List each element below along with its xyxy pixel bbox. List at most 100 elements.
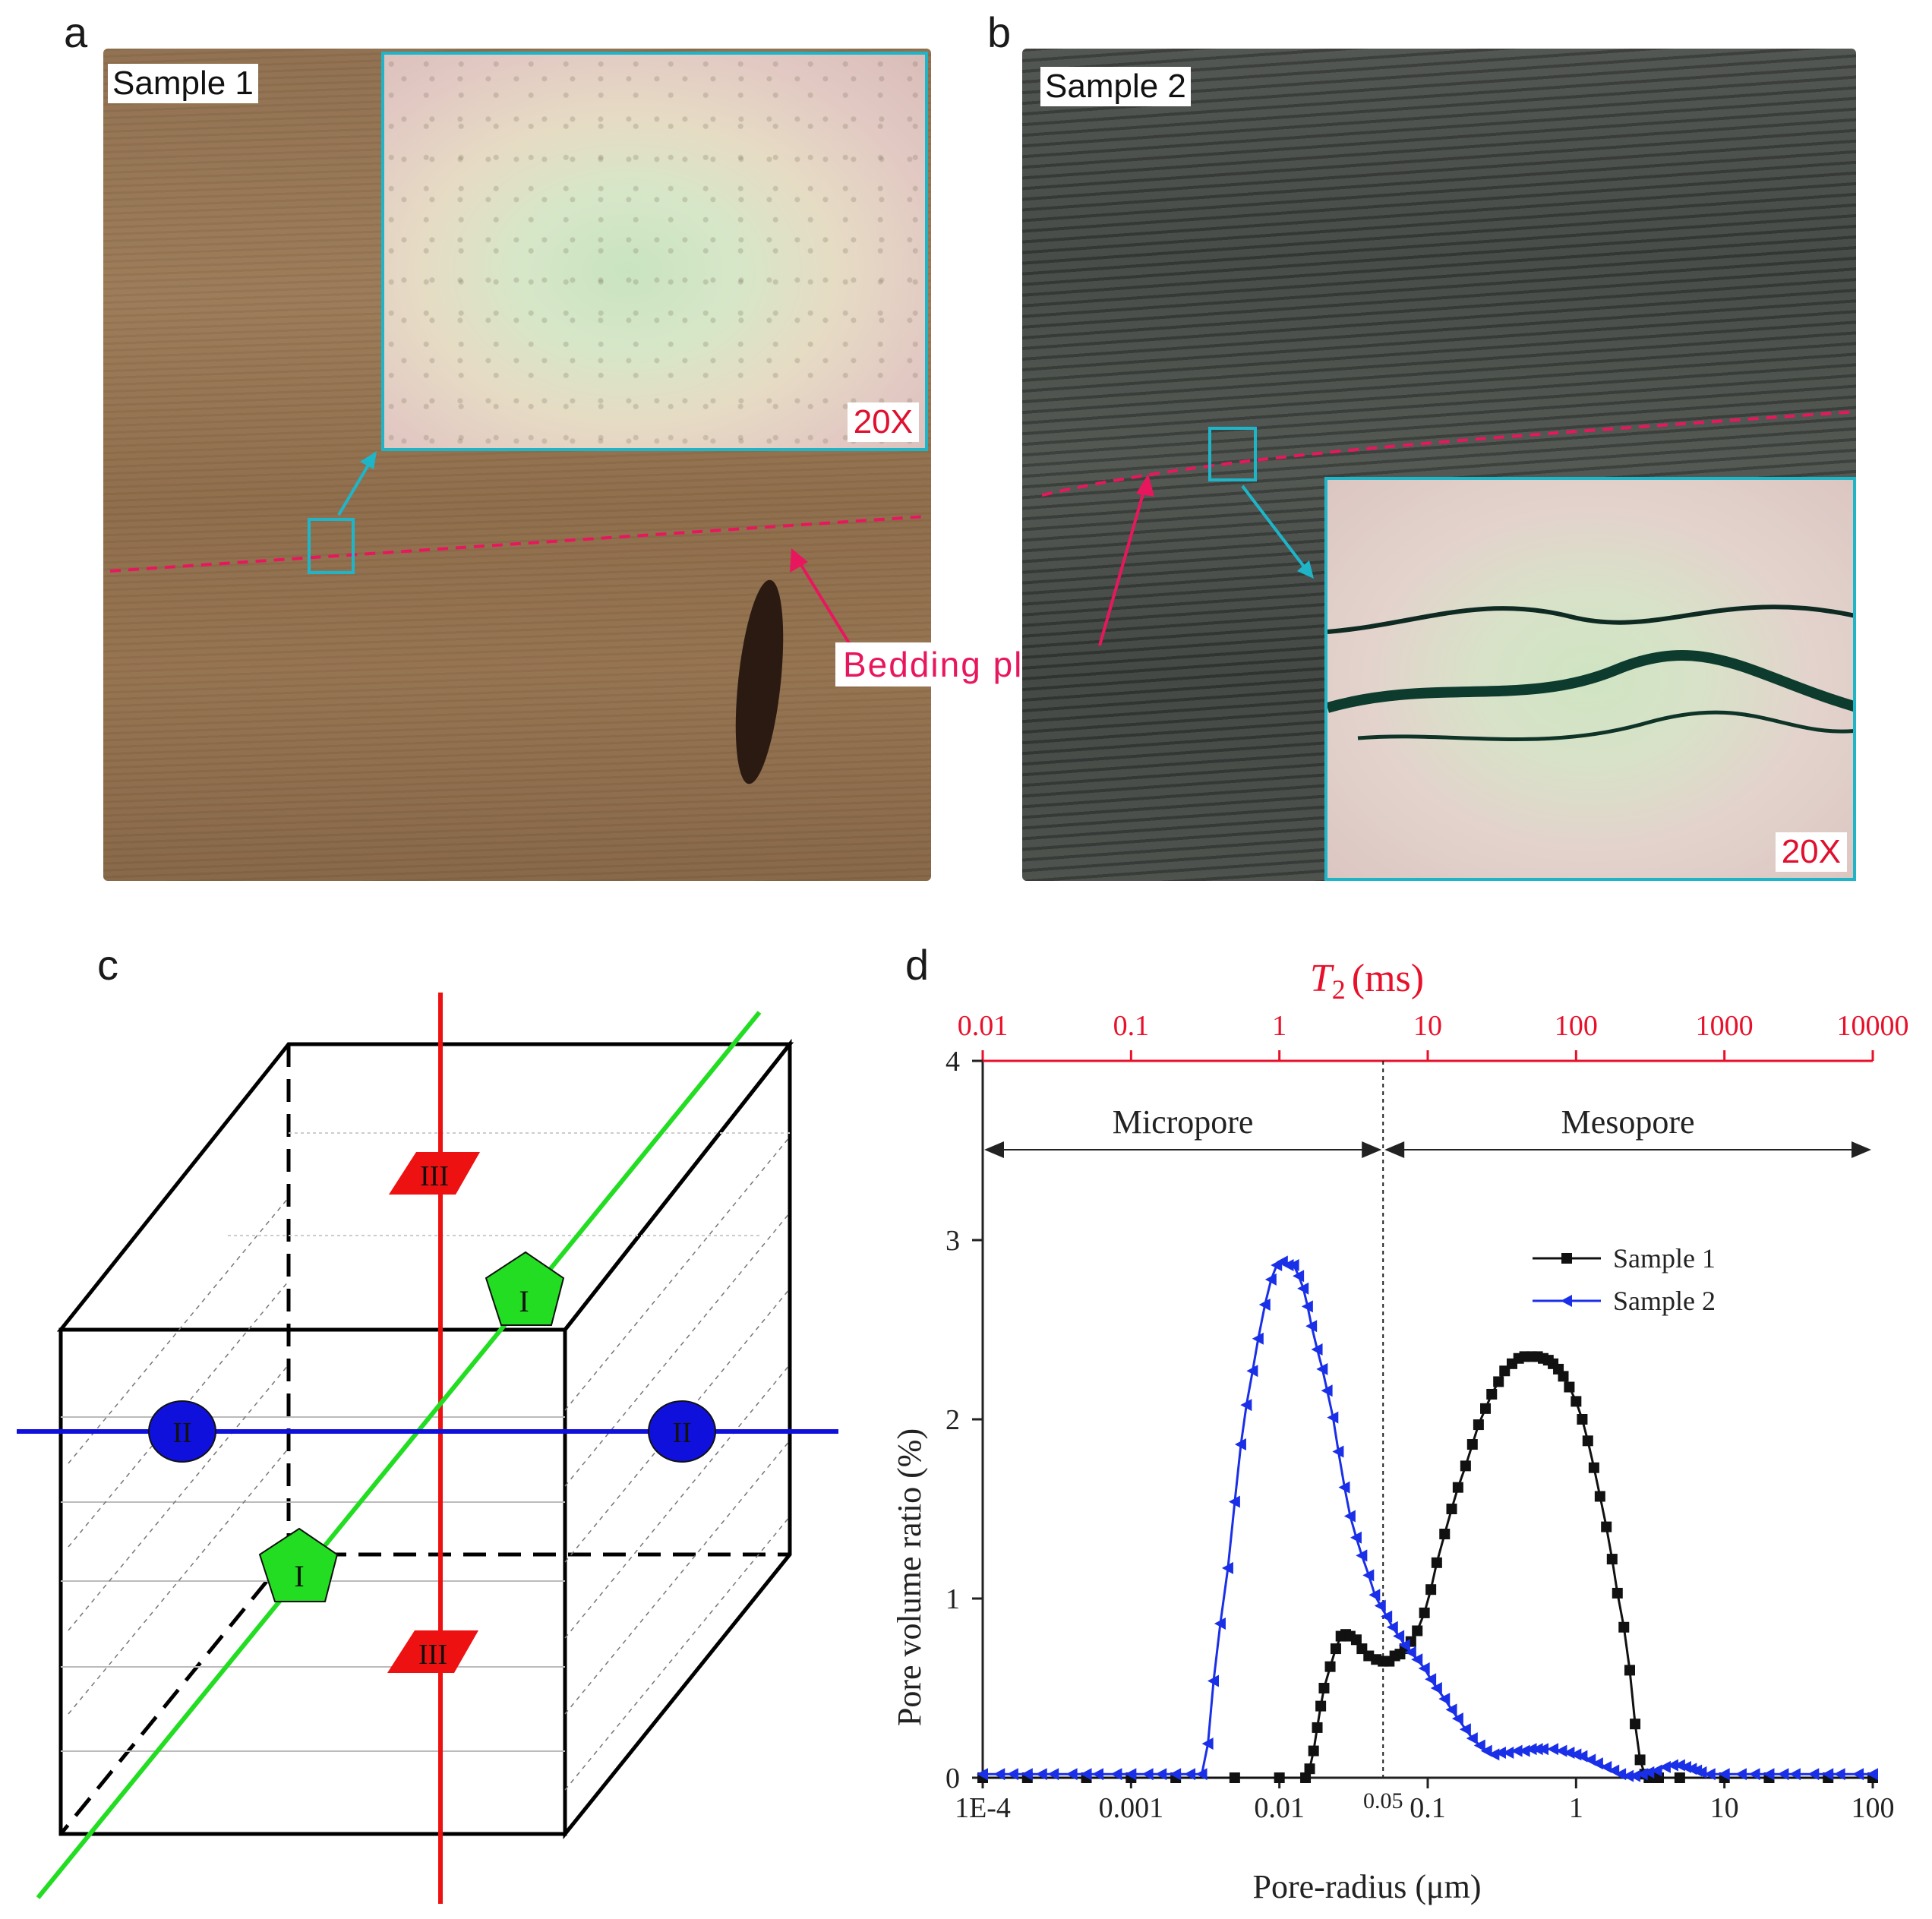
sample-2-point bbox=[1338, 1481, 1350, 1494]
sample-1-point bbox=[1324, 1661, 1336, 1672]
sample-2-point bbox=[1502, 1746, 1514, 1759]
plane-III-label-top: III bbox=[420, 1160, 449, 1192]
sample-2-point bbox=[1748, 1768, 1760, 1781]
sample-2-point bbox=[1430, 1682, 1442, 1694]
sample-1-point bbox=[1431, 1557, 1442, 1568]
legend-label-sample-1: Sample 1 bbox=[1613, 1243, 1716, 1274]
sample-2-point bbox=[1494, 1746, 1506, 1759]
plane-II-marker-left bbox=[148, 1400, 216, 1463]
x-tick-label: 0.001 bbox=[1099, 1792, 1164, 1824]
sample-2-point bbox=[1091, 1768, 1103, 1781]
top-axis-title: T2 (ms) bbox=[1310, 957, 1424, 1005]
mesopore-arrowhead-left bbox=[1384, 1141, 1405, 1158]
dark-inclusion bbox=[735, 579, 784, 784]
x-tick-label: 0.01 bbox=[1254, 1792, 1305, 1824]
sample-2-point bbox=[1404, 1646, 1416, 1659]
sample-2-point bbox=[1518, 1744, 1530, 1757]
panel-letter-a: a bbox=[64, 8, 88, 56]
sample-1-point bbox=[1674, 1772, 1685, 1783]
sample-2-point bbox=[1110, 1768, 1122, 1781]
sample-2-point bbox=[1576, 1750, 1588, 1763]
sample-2-point bbox=[1525, 1743, 1537, 1756]
sample-2-point bbox=[1195, 1768, 1208, 1781]
inset-pointer-arrow-b bbox=[1241, 484, 1308, 571]
axis-I-line bbox=[36, 1011, 762, 1899]
sample-2-point bbox=[1305, 1320, 1318, 1333]
legend-label-sample-2: Sample 2 bbox=[1613, 1286, 1716, 1316]
pore-size-chart: T2 (ms) Pore-radius (μm) Pore volume rati… bbox=[891, 957, 1909, 1905]
sample-1-point bbox=[1318, 1683, 1330, 1693]
sample-2-point bbox=[1547, 1743, 1559, 1756]
sample-2-point bbox=[1381, 1610, 1393, 1623]
mesopore-label: Mesopore bbox=[1561, 1103, 1695, 1141]
sample-2-point bbox=[1321, 1384, 1333, 1397]
y-tick-label: 0 bbox=[945, 1763, 960, 1794]
sample-2-point bbox=[1622, 1769, 1634, 1782]
hidden-edge-diagonal bbox=[59, 1553, 290, 1835]
sample-2-point bbox=[1297, 1282, 1309, 1295]
sample-2-point bbox=[1316, 1362, 1328, 1375]
sample-2-point bbox=[1047, 1768, 1059, 1781]
sample-2-point bbox=[1228, 1495, 1240, 1508]
sample-1-point bbox=[1439, 1529, 1451, 1540]
sample-2-point bbox=[1459, 1723, 1471, 1736]
lamination-lines-top bbox=[228, 1132, 790, 1236]
plane-III-marker-top bbox=[389, 1152, 480, 1195]
sample-1-point bbox=[1350, 1634, 1362, 1646]
sample-2-point bbox=[977, 1768, 988, 1781]
sample-1-point bbox=[1588, 1462, 1599, 1473]
panel-b-overlay bbox=[1041, 410, 1857, 646]
sample-2-point bbox=[1246, 1365, 1258, 1378]
y-tick-label: 3 bbox=[945, 1225, 960, 1257]
fracture-lines bbox=[1327, 604, 1853, 741]
sample-2-point bbox=[1629, 1769, 1641, 1782]
sample-2-point bbox=[1445, 1703, 1457, 1716]
micropore-arrowhead-left bbox=[984, 1141, 1004, 1158]
y-tick-label: 2 bbox=[945, 1404, 960, 1436]
sample-2-point bbox=[1536, 1743, 1548, 1756]
magnification-label: 20X bbox=[847, 402, 919, 442]
mesopore-arrowhead-right bbox=[1852, 1141, 1871, 1158]
sample-2-point bbox=[1788, 1768, 1801, 1781]
bedding-label-arrowhead-b bbox=[1136, 474, 1154, 497]
y-axis-title: Pore volume ratio (%) bbox=[891, 1428, 928, 1726]
sample-2-point bbox=[1240, 1399, 1252, 1412]
sample-1-point bbox=[1460, 1460, 1471, 1472]
sample-2-point bbox=[1214, 1618, 1226, 1630]
sample-1-point bbox=[1452, 1482, 1463, 1493]
panel-a-overlay bbox=[109, 451, 927, 784]
sample-2-point bbox=[1252, 1332, 1264, 1345]
sample-1-point bbox=[1624, 1665, 1635, 1676]
panel-letter-d: d bbox=[905, 941, 930, 989]
sample-2-point bbox=[1374, 1599, 1386, 1612]
x-tick-label: 100 bbox=[1852, 1792, 1895, 1824]
sample-2-point bbox=[1695, 1766, 1707, 1779]
sample-1-label: Sample 1 bbox=[108, 64, 258, 103]
inset-pointer-arrow bbox=[337, 457, 374, 516]
bedding-label-arrow-b bbox=[1098, 485, 1147, 646]
panel-letter-c: c bbox=[97, 941, 118, 989]
y-tick-label: 1 bbox=[945, 1583, 960, 1615]
sample-1-point bbox=[1300, 1772, 1312, 1783]
series-line-1 bbox=[983, 1355, 1873, 1779]
sample-2-point bbox=[1418, 1662, 1430, 1675]
sample-2-point bbox=[1386, 1621, 1398, 1633]
inset-pointer-arrowhead bbox=[360, 451, 377, 469]
sample-1-point bbox=[1446, 1504, 1457, 1514]
legend-marker-sample-1 bbox=[1561, 1253, 1572, 1264]
sample-2-point bbox=[1451, 1712, 1463, 1725]
sample-1-point bbox=[1601, 1521, 1612, 1532]
sample-2-point bbox=[1438, 1693, 1451, 1706]
sample-2-point bbox=[1555, 1744, 1567, 1757]
series-line-2 bbox=[983, 1260, 1873, 1778]
sample-2-point bbox=[1065, 1768, 1078, 1781]
sample-1-point bbox=[1558, 1371, 1569, 1382]
sample-2-point bbox=[1287, 1259, 1299, 1272]
inset-pointer-arrowhead-b bbox=[1297, 560, 1314, 579]
sample-2-point bbox=[1807, 1768, 1820, 1781]
sample-region-marker bbox=[308, 518, 355, 574]
top-tick-label: 1000 bbox=[1696, 1010, 1754, 1042]
sample-2-point bbox=[1301, 1300, 1313, 1313]
sample-2-point bbox=[993, 1768, 1005, 1781]
sample-2-point bbox=[1234, 1438, 1246, 1451]
